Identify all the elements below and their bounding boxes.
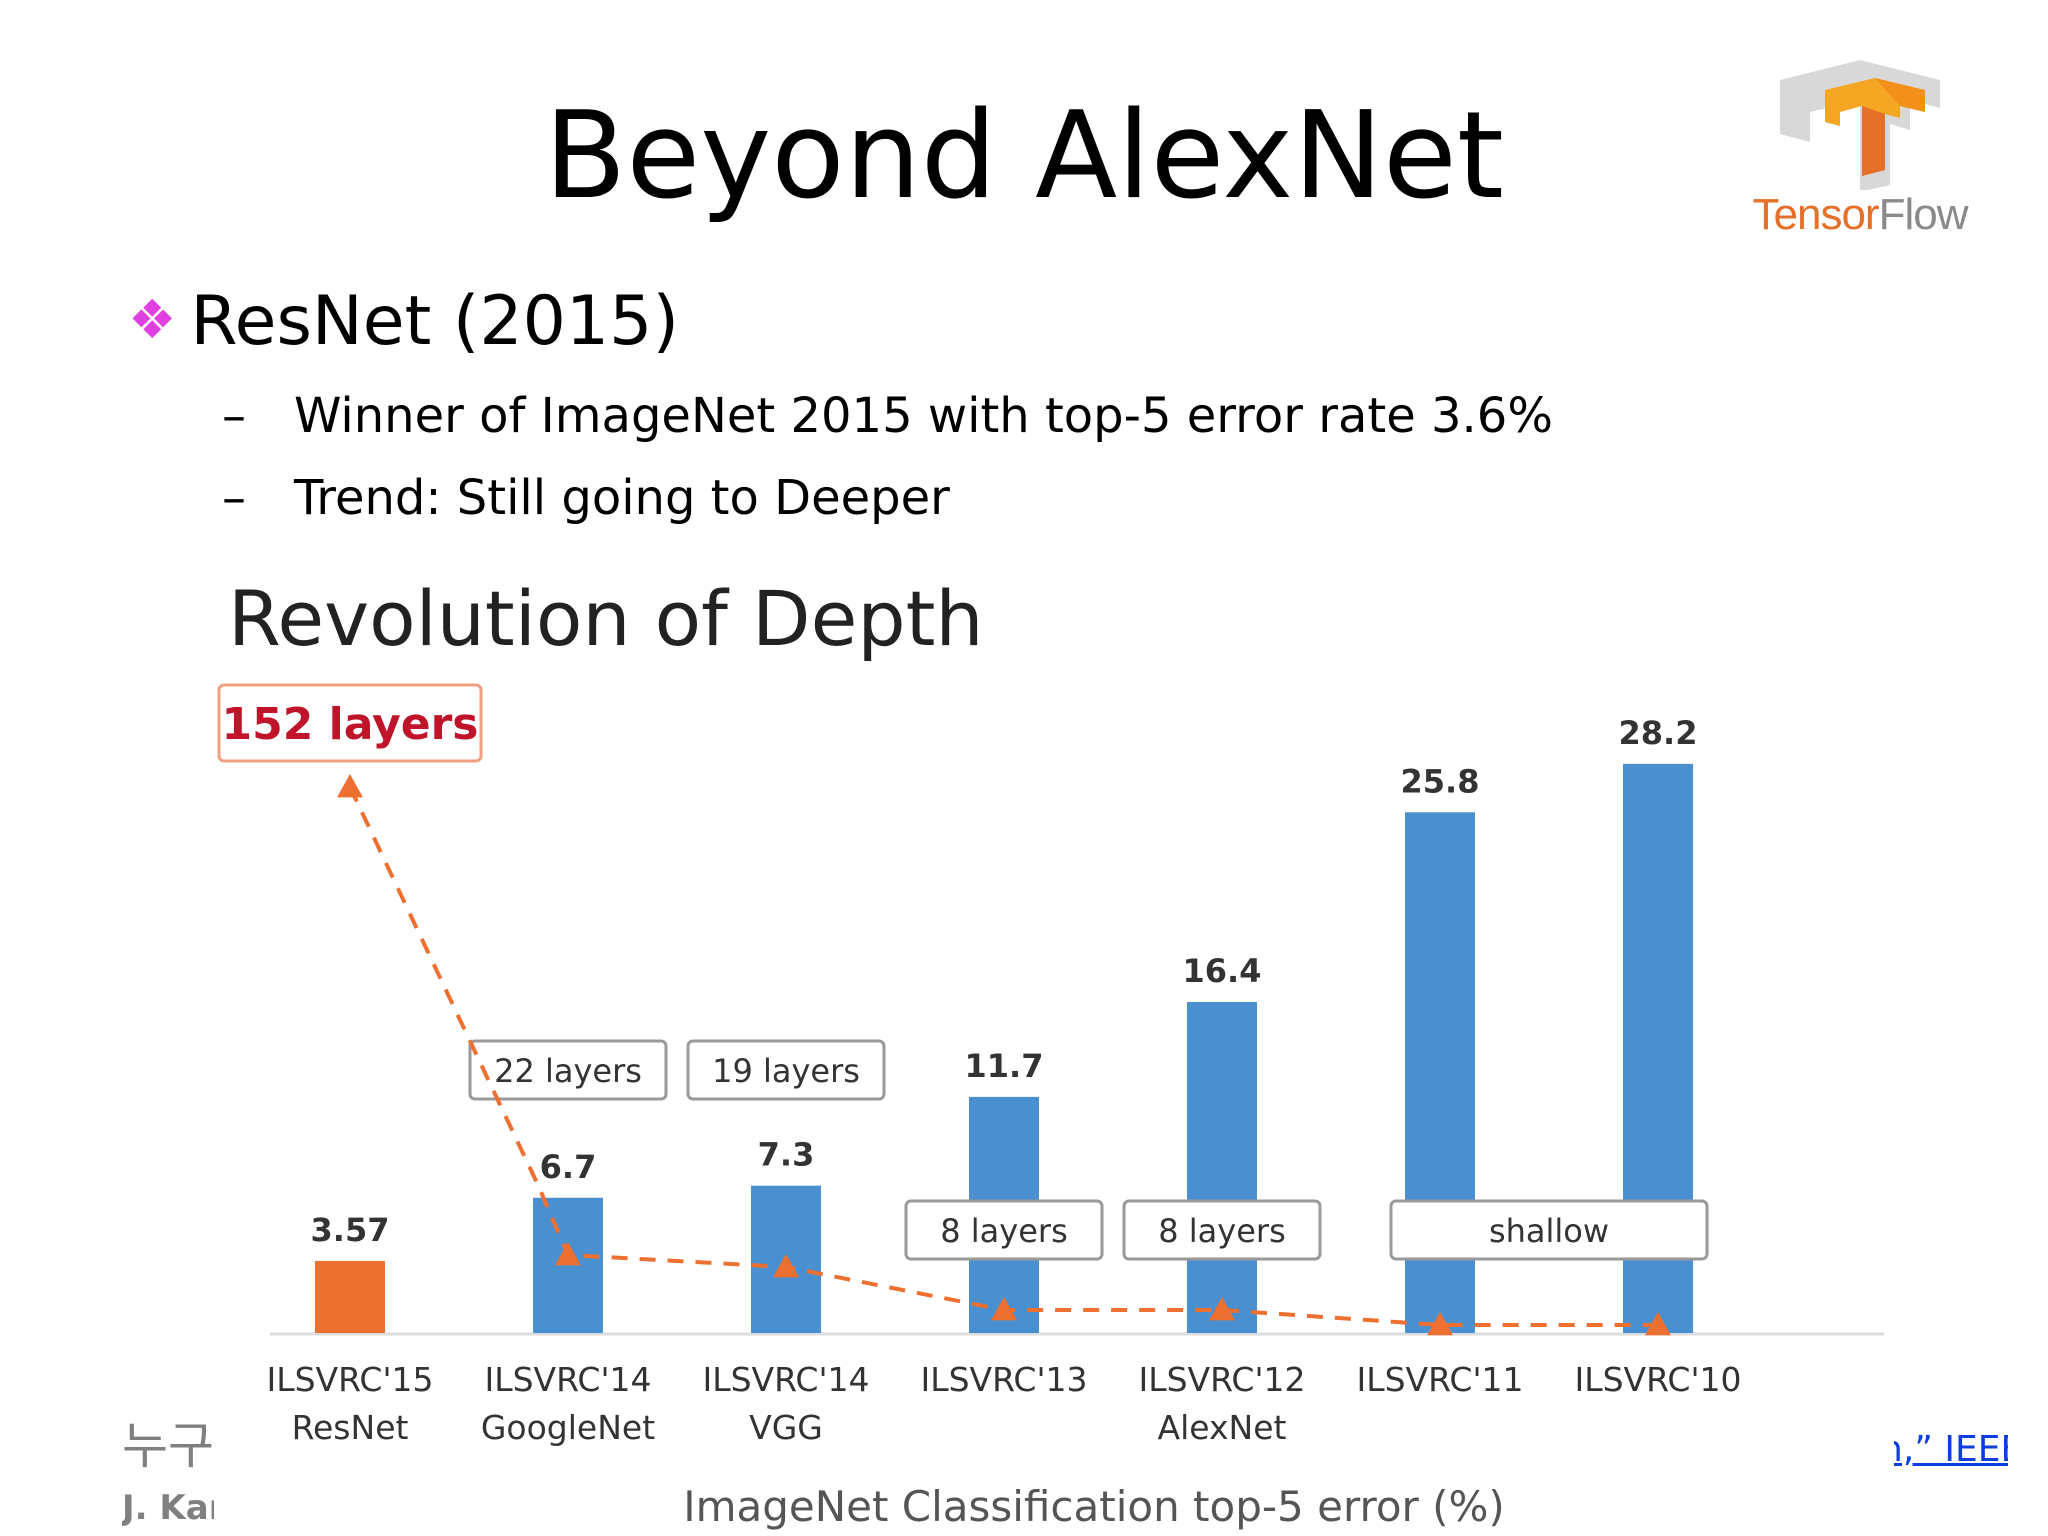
depth-trend-line — [348, 786, 1658, 1327]
footer-left-line1: 누구 — [122, 1418, 214, 1474]
bullet-text: ResNet (2015) — [190, 282, 679, 361]
category-label: ILSVRC'13 — [920, 1360, 1087, 1399]
sub-bullet-trend: – Trend: Still going to Deeper — [222, 470, 950, 526]
value-label: 16.4 — [1183, 952, 1262, 990]
depth-trend-marker — [555, 1242, 581, 1266]
category-sublabel: AlexNet — [1158, 1408, 1287, 1447]
layer-annotation-box — [468, 1039, 668, 1101]
slide-title: Beyond AlexNet — [544, 87, 1504, 226]
sub-bullet-text: Trend: Still going to Deeper — [294, 470, 950, 526]
bar — [315, 1260, 385, 1333]
tensorflow-wordmark: TensorFlow — [1752, 190, 1969, 239]
layer-annotation-box — [1389, 1199, 1709, 1261]
category-sublabel: GoogleNet — [481, 1408, 655, 1447]
footer-reference-link[interactable]: n,” IEEE — [1880, 1429, 2008, 1470]
sub-bullet-winner: – Winner of ImageNet 2015 with top-5 erro… — [222, 388, 1553, 444]
category-label: ILSVRC'14 — [484, 1360, 651, 1399]
value-label: 11.7 — [965, 1047, 1044, 1085]
category-sublabel: ResNet — [292, 1408, 409, 1447]
chart-svg: Revolution of Depth 3.57 ILSVRC'15 ResNet 6.… — [217, 574, 1884, 1531]
layer-annotation-label: 8 layers — [1158, 1212, 1285, 1250]
depth-trend-marker — [773, 1254, 799, 1278]
x-axis-title: ImageNet Classification top-5 error (%) — [683, 1482, 1505, 1531]
layer-annotation-label: 22 layers — [494, 1052, 642, 1090]
layer-annotation-label: 152 layers — [222, 699, 479, 750]
diamond-bullet-icon: ❖ — [128, 288, 177, 351]
sub-bullet-text: Winner of ImageNet 2015 with top-5 error… — [294, 388, 1553, 444]
value-label: 7.3 — [758, 1136, 815, 1174]
depth-trend-marker — [1209, 1297, 1235, 1321]
layer-annotation-label: shallow — [1489, 1212, 1609, 1250]
bar — [1187, 1002, 1257, 1333]
tensorflow-logo: TensorFlow — [1740, 60, 1980, 250]
category-label: ILSVRC'11 — [1356, 1360, 1523, 1399]
category-label: ILSVRC'12 — [1138, 1360, 1305, 1399]
footer-left-line2: J. Kaı — [122, 1488, 214, 1528]
tensorflow-icon — [1780, 60, 1940, 192]
category-label: ILSVRC'10 — [1574, 1360, 1741, 1399]
layer-annotation-label: 19 layers — [712, 1052, 860, 1090]
layer-annotation-label: 8 layers — [940, 1212, 1067, 1250]
layer-annotation-box — [686, 1039, 886, 1101]
depth-trend-marker — [1427, 1312, 1453, 1336]
dash-marker: – — [222, 388, 246, 444]
bullet-resnet: ❖ ResNet (2015) — [128, 282, 679, 360]
depth-trend-marker — [337, 774, 363, 798]
revolution-of-depth-chart: Revolution of Depth 3.57 ILSVRC'15 ResNet 6.… — [214, 555, 1894, 1535]
layer-annotation-box — [904, 1199, 1104, 1261]
layer-annotation-box — [217, 683, 483, 763]
value-label: 25.8 — [1401, 762, 1480, 800]
category-label: ILSVRC'14 — [702, 1360, 869, 1399]
category-sublabel: VGG — [749, 1408, 823, 1447]
value-label: 28.2 — [1619, 714, 1698, 752]
category-label: ILSVRC'15 — [266, 1360, 433, 1399]
depth-trend-marker — [991, 1297, 1017, 1321]
dash-marker: – — [222, 470, 246, 526]
chart-title: Revolution of Depth — [228, 574, 984, 663]
depth-trend-marker — [1645, 1312, 1671, 1336]
value-label: 3.57 — [311, 1211, 390, 1249]
value-label: 6.7 — [540, 1148, 597, 1186]
layer-annotation-box — [1122, 1199, 1322, 1261]
